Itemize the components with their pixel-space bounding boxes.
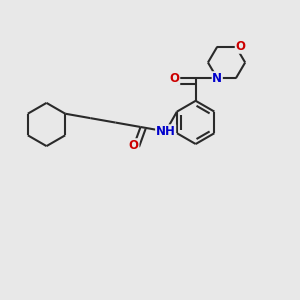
Text: O: O [170,72,180,85]
Text: O: O [129,139,139,152]
Text: N: N [212,72,222,85]
Text: O: O [236,40,245,53]
Text: NH: NH [156,125,176,138]
